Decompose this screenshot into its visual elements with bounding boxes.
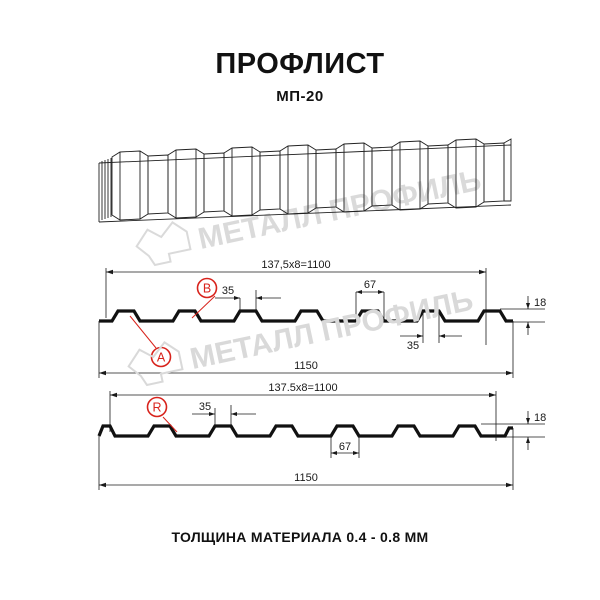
dim-height-bottom [481,411,545,450]
page-subtitle: МП-20 [276,88,324,105]
dim-width-bottom [98,428,514,490]
dim-rib-base-67 [355,290,385,321]
watermark-label: МЕТАЛЛ ПРОФИЛЬ [195,164,484,256]
page-title: ПРОФЛИСТ [215,48,385,80]
dim-width-top-label: 1150 [294,360,318,372]
watermark-logo-icon-2 [127,341,184,387]
callout-a-label: A [157,351,166,365]
dim-height-top-label: 18 [534,297,546,309]
watermark-lower: МЕТАЛЛ ПРОФИЛЬ [127,284,476,387]
section-bottom-profile [97,424,513,438]
dim-rib-top-35-bottom-label: 35 [199,401,211,413]
dim-rib-bottom-35 [400,311,462,343]
section-top-profile [99,309,513,323]
dim-rib-top-35 [215,290,281,311]
callout-b[interactable]: B [191,277,218,319]
watermark-logo-icon [135,221,192,267]
dim-cover-bottom [109,391,497,441]
dim-height-top [500,296,545,335]
dim-rib-base-67-bottom-label: 67 [339,441,351,453]
dim-rib-bottom-35-label: 35 [407,340,419,352]
callout-b-label: B [203,282,211,296]
callout-r-circle[interactable] [146,396,168,418]
callout-b-circle[interactable] [196,277,218,299]
dim-cover-top [105,268,487,345]
dim-rib-base-67-bottom [330,436,360,458]
watermark-label-2: МЕТАЛЛ ПРОФИЛЬ [187,284,476,376]
dim-width-bottom-label: 1150 [294,472,318,484]
dim-rib-top-35-bottom [192,405,256,426]
thickness-note: ТОЛЩИНА МАТЕРИАЛА 0.4 - 0.8 ММ [171,529,429,545]
dim-height-bottom-label: 18 [534,412,546,424]
dim-cover-top-label: 137,5x8=1100 [261,259,330,271]
dim-cover-bottom-label: 137.5x8=1100 [268,382,337,394]
callout-r[interactable]: R [146,396,178,433]
dim-rib-top-35-label: 35 [222,285,234,297]
isometric-view [98,138,512,223]
section-top: 137,5x8=1100 35 67 [98,259,546,378]
section-bottom: 137.5x8=1100 35 67 [97,382,546,490]
dim-rib-base-67-label: 67 [364,279,376,291]
callout-r-label: R [152,401,161,415]
